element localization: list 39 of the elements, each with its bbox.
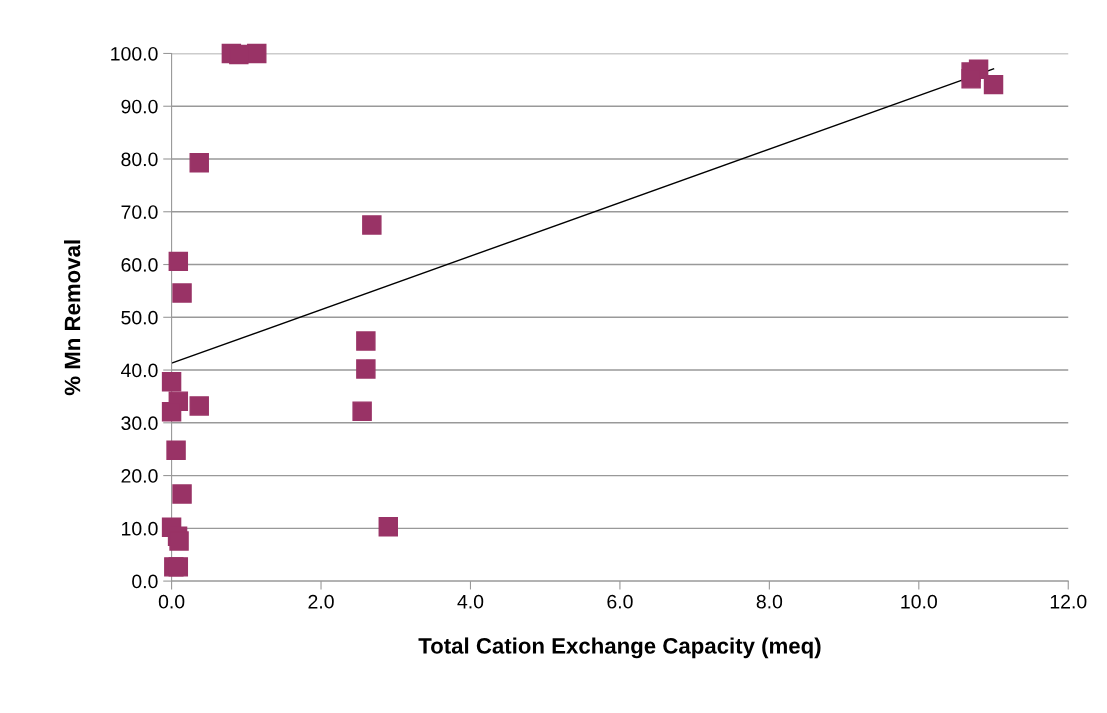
y-tick-label: 70.0 (121, 205, 158, 219)
point (247, 43, 267, 64)
point (362, 215, 382, 235)
x-tick-label: 2.0 (308, 594, 334, 609)
y-tick-label: 80.0 (121, 152, 158, 167)
y-tick-label: 60.0 (121, 257, 158, 272)
point (172, 484, 192, 504)
x-tick-label: 0.0 (158, 594, 185, 609)
point (189, 152, 209, 173)
y-tick-label: 30.0 (121, 416, 158, 431)
x-tick-label: 8.0 (756, 594, 783, 609)
point (172, 283, 192, 303)
point (983, 74, 1004, 95)
point (961, 69, 981, 89)
x-tick-label: 12.0 (1050, 594, 1087, 609)
y-tick-label: 100.0 (111, 46, 158, 61)
point (189, 396, 209, 416)
point (229, 44, 249, 65)
point (161, 402, 182, 422)
x-tick-label: 10.0 (901, 594, 937, 609)
point (356, 359, 376, 379)
x-axis-title: Total Cation Exchange Capacity (meq) (418, 637, 821, 659)
point (169, 531, 189, 551)
point (166, 440, 186, 460)
point (161, 371, 182, 392)
point (378, 517, 399, 537)
y-tick-label: 10.0 (122, 521, 158, 536)
y-tick-label: 90.0 (121, 99, 158, 114)
point (356, 331, 376, 351)
x-tick-label: 4.0 (457, 594, 484, 609)
y-tick-label: 0.0 (132, 574, 158, 589)
y-axis-title: % Mn Removal (64, 240, 81, 396)
point (352, 401, 372, 421)
y-tick-label: 50.0 (121, 310, 158, 325)
point (168, 251, 189, 272)
point (168, 557, 189, 577)
y-tick-label: 20.0 (121, 469, 158, 483)
x-tick-label: 6.0 (607, 594, 633, 609)
y-tick-label: 40.0 (121, 363, 158, 378)
